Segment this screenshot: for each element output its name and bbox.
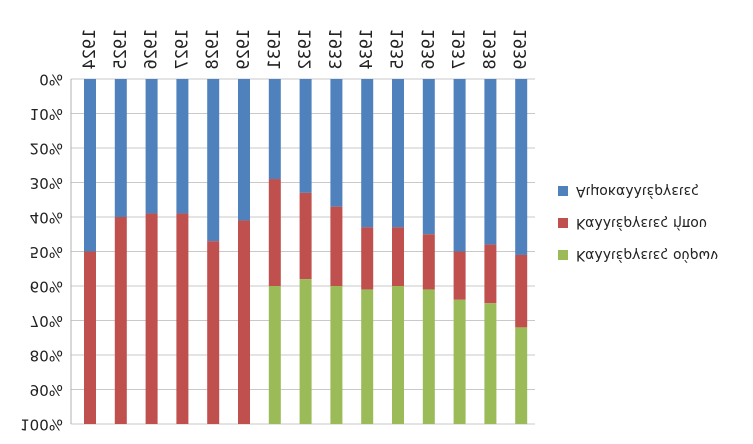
bar-segment-1	[422, 234, 435, 290]
category-label: 1927	[172, 29, 192, 70]
bar-segment-2	[422, 289, 435, 424]
bar-segment-2	[515, 327, 528, 424]
legend-swatch-2	[558, 250, 568, 260]
bar-segment-1	[453, 251, 466, 300]
y-tick-label: 50%	[30, 243, 63, 261]
bar-segment-2	[361, 289, 374, 424]
bar-segment-1	[176, 213, 189, 424]
bar-segment-1	[392, 227, 404, 286]
bar-segment-1	[299, 192, 312, 280]
category-labels: 1924 1925 1926 1927 1928 1929 1931 1932 1933 1934…	[80, 29, 531, 70]
bar-segment-2	[268, 286, 281, 424]
bar-segment-1	[515, 254, 528, 328]
bar-segment-1	[145, 213, 158, 424]
category-label: 1939	[511, 29, 531, 70]
bar-segment-0	[422, 79, 435, 235]
bar-segment-2	[453, 299, 466, 424]
bar-segment-1	[114, 217, 127, 424]
chart-figure: 1924 1925 1926 1927 1928 1929 1931 1932 1933 1934…	[20, 29, 718, 434]
bar-segment-0	[238, 79, 250, 221]
bar-segment-1	[238, 220, 250, 424]
bar-segment-1	[207, 241, 220, 424]
bar-segment-2	[299, 279, 312, 424]
bar-segment-0	[114, 79, 127, 217]
y-tick-label: 20%	[30, 140, 63, 158]
category-label: 1933	[326, 29, 346, 70]
legend-swatch-1	[558, 218, 568, 228]
y-tick-label: 100%	[20, 416, 63, 434]
category-label: 1938	[480, 29, 500, 70]
category-label: 1937	[450, 29, 470, 70]
bar-segment-0	[84, 79, 96, 252]
category-label: 1936	[419, 29, 439, 70]
category-label: 1932	[296, 29, 316, 70]
category-label: 1928	[203, 29, 223, 70]
y-tick-label: 90%	[30, 381, 63, 399]
bar-segment-0	[484, 79, 497, 245]
y-tick-label: 80%	[30, 347, 63, 365]
bar-segment-1	[268, 179, 281, 286]
bar-segment-1	[84, 251, 96, 424]
legend-swatch-0	[558, 186, 568, 196]
bar-segment-0	[453, 79, 466, 252]
bar-segment-2	[330, 286, 343, 424]
bar-segment-2	[484, 303, 497, 424]
y-tick-label: 70%	[30, 312, 63, 330]
category-label: 1929	[234, 29, 254, 70]
y-tick-label: 60%	[30, 278, 63, 296]
y-tick-label: 0%	[39, 71, 63, 89]
legend-label-2: Καλλιέργειες ούρων	[576, 247, 718, 263]
bar-segment-0	[145, 79, 158, 214]
y-tick-label: 10%	[30, 105, 63, 123]
bar-segment-1	[361, 227, 374, 290]
bar-segment-2	[392, 286, 404, 424]
category-label: 1931	[265, 29, 285, 70]
y-axis-ticks: 0% 10% 20% 30% 40% 50% 60% 70% 80% 90% 100%	[20, 71, 63, 434]
bar-segment-1	[484, 244, 497, 304]
legend-label-0: Αιμοκαλλιέργειες	[576, 183, 699, 199]
legend: Αιμοκαλλιέργειες Καλλιέργειες ήπου Καλλιέρ…	[558, 183, 718, 263]
bar-series	[84, 79, 528, 424]
y-tick-label: 30%	[30, 174, 63, 192]
category-label: 1926	[142, 29, 162, 70]
bar-segment-0	[392, 79, 404, 228]
category-label: 1925	[111, 29, 131, 70]
bar-segment-0	[299, 79, 312, 193]
bar-segment-0	[207, 79, 220, 242]
legend-label-1: Καλλιέργειες ήπου	[576, 215, 707, 231]
bar-segment-1	[330, 206, 343, 286]
bar-segment-0	[176, 79, 189, 214]
category-label: 1934	[357, 29, 377, 70]
category-label: 1924	[80, 29, 100, 70]
bar-segment-0	[330, 79, 343, 207]
category-label: 1935	[388, 29, 408, 70]
bar-segment-0	[361, 79, 374, 228]
bar-segment-0	[268, 79, 281, 180]
bar-segment-0	[515, 79, 528, 255]
y-tick-label: 40%	[30, 209, 63, 227]
